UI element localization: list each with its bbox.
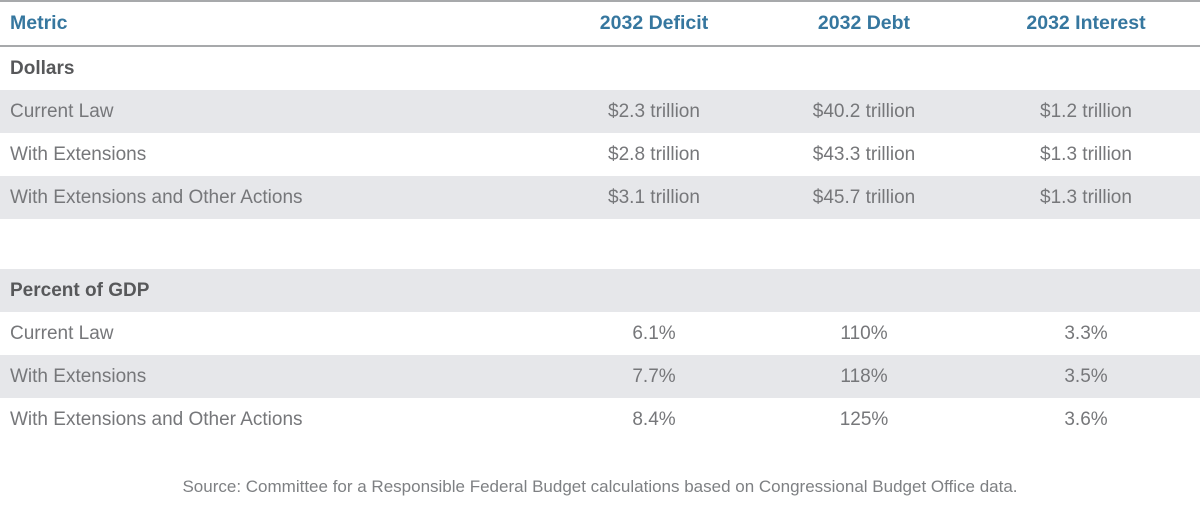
table-row: Current Law 6.1% 110% 3.3% (0, 312, 1200, 355)
cell-value: 8.4% (632, 408, 676, 430)
cell-value: $2.8 trillion (608, 143, 700, 165)
cell-value: $3.1 trillion (552, 176, 756, 219)
row-label: With Extensions (0, 355, 552, 398)
column-header-2032-debt: 2032 Debt (756, 0, 972, 47)
table-row: With Extensions and Other Actions 8.4% 1… (0, 398, 1200, 441)
table-row: With Extensions and Other Actions $3.1 t… (0, 176, 1200, 219)
table-row: With Extensions $2.8 trillion $43.3 tril… (0, 133, 1200, 176)
cell-value: 3.5% (972, 355, 1200, 398)
table-header: Metric 2032 Deficit 2032 Debt 2032 Inter… (0, 0, 1200, 47)
budget-metrics-table: Metric 2032 Deficit 2032 Debt 2032 Inter… (0, 0, 1200, 441)
cell-value: $40.2 trillion (756, 90, 972, 133)
column-header-2032-deficit: 2032 Deficit (552, 0, 756, 47)
section-title-dollars: Dollars (0, 46, 1200, 90)
cell-value: $1.3 trillion (972, 176, 1200, 219)
table-row: Current Law $2.3 trillion $40.2 trillion… (0, 90, 1200, 133)
source-note: Source: Committee for a Responsible Fede… (182, 477, 1018, 496)
row-label: With Extensions and Other Actions (0, 176, 552, 219)
cell-value: 125% (839, 408, 889, 430)
cell-value: 3.6% (1064, 408, 1108, 430)
cell-value: $45.7 trillion (756, 176, 972, 219)
row-label: With Extensions and Other Actions (10, 408, 303, 430)
column-header-metric: Metric (0, 0, 552, 47)
cell-value: $43.3 trillion (812, 143, 916, 165)
row-label: With Extensions (10, 143, 147, 165)
section-spacer (0, 219, 1200, 269)
table-body: Dollars Current Law $2.3 trillion $40.2 … (0, 46, 1200, 441)
section-title-label: Dollars (10, 57, 75, 79)
section-title-percent-of-gdp: Percent of GDP (0, 269, 1200, 312)
cell-value: 6.1% (632, 322, 676, 344)
section-title-label: Percent of GDP (0, 269, 1200, 312)
row-label: Current Law (10, 322, 114, 344)
cell-value: $1.3 trillion (1040, 143, 1132, 165)
cell-value: 118% (756, 355, 972, 398)
row-label: Current Law (0, 90, 552, 133)
cell-value: $1.2 trillion (972, 90, 1200, 133)
table-row: With Extensions 7.7% 118% 3.5% (0, 355, 1200, 398)
cell-value: 110% (840, 322, 888, 344)
cell-value: $2.3 trillion (552, 90, 756, 133)
column-header-2032-interest: 2032 Interest (972, 0, 1200, 47)
cell-value: 3.3% (1064, 322, 1108, 344)
cell-value: 7.7% (552, 355, 756, 398)
header-row: Metric 2032 Deficit 2032 Debt 2032 Inter… (0, 0, 1200, 47)
